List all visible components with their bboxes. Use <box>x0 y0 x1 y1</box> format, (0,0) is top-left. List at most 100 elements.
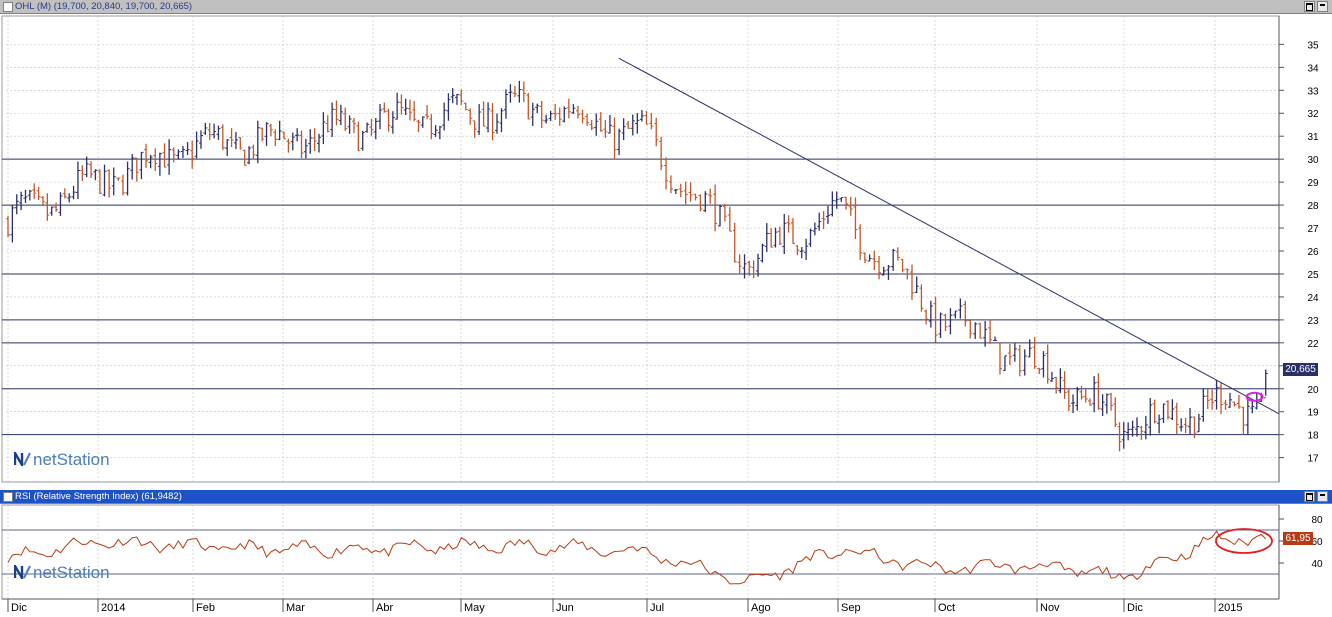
x-axis-tick-label: Abr <box>376 602 393 614</box>
pane-menu-icon[interactable] <box>3 2 13 12</box>
ohlc-bar <box>1227 392 1232 408</box>
x-axis-tick-label: Feb <box>196 602 215 614</box>
ohlc-bar <box>395 92 400 120</box>
ohlc-bar <box>858 224 863 260</box>
rsi-pane-title: RSI (Relative Strength Index) (61,9482) <box>15 491 182 502</box>
ohlc-bar <box>983 320 988 347</box>
ohlc-bar <box>312 128 317 152</box>
ohlc-bar <box>153 148 158 172</box>
ohlc-bar <box>356 121 361 152</box>
ohlc-bar <box>617 128 622 155</box>
ohlc-bar <box>713 184 718 232</box>
ohlc-bar <box>6 215 10 238</box>
ohlc-bar <box>412 101 417 122</box>
x-axis-tick-label: Jul <box>650 602 664 614</box>
ohlc-bar <box>639 110 644 122</box>
rsi-minimize-pane-icon[interactable] <box>1317 491 1328 502</box>
ohlc-bar <box>848 196 853 216</box>
ohlc-bar <box>1210 389 1215 410</box>
rsi-pane-menu-icon[interactable] <box>3 492 13 502</box>
ohlc-bar <box>75 161 80 199</box>
rsi-maximize-pane-icon[interactable] <box>1304 491 1315 502</box>
ohlc-bar <box>14 194 19 215</box>
ohlc-bar <box>760 243 765 263</box>
ohlc-bar <box>1179 418 1184 432</box>
ohlc-bar <box>1096 373 1101 410</box>
ohlc-bar <box>943 313 948 332</box>
ohlc-bar <box>535 103 540 114</box>
ohlc-bar <box>924 309 929 325</box>
ohlc-bar <box>373 117 378 140</box>
ohlc-bar <box>1139 425 1144 441</box>
ohlc-bar <box>777 226 782 246</box>
ohlc-bar <box>1196 413 1201 433</box>
ohlc-bar <box>308 129 313 154</box>
ohlc-bar <box>220 124 225 151</box>
price-y-tick-label: 26 <box>1307 247 1319 258</box>
price-y-tick-label: 32 <box>1307 109 1319 120</box>
ohlc-bar <box>290 132 295 151</box>
ohlc-bar <box>872 250 877 270</box>
ohlc-bar <box>791 218 795 245</box>
minimize-pane-icon[interactable] <box>1317 1 1328 12</box>
ohlc-bar <box>148 154 153 169</box>
ohlc-bar <box>963 300 968 327</box>
price-y-tick-label: 29 <box>1307 178 1319 189</box>
ohlc-bar <box>58 192 63 216</box>
ohlc-bar <box>512 85 517 98</box>
ohlc-bar <box>914 276 919 294</box>
ohlc-bar <box>343 107 348 131</box>
price-y-tick-label: 20 <box>1307 385 1319 396</box>
ohlc-bar <box>468 108 473 125</box>
ohlc-bar <box>264 122 269 146</box>
ohlc-bar <box>425 105 430 120</box>
ohlc-bar <box>938 312 943 338</box>
ohlc-bar <box>747 260 752 276</box>
ohlc-bar <box>508 84 513 103</box>
price-y-tick-label: 28 <box>1307 201 1319 212</box>
ohlc-bar <box>216 125 221 140</box>
ohlc-bar <box>1174 402 1179 435</box>
price-y-tick-label: 35 <box>1307 40 1319 51</box>
ohlc-bar <box>1071 394 1076 414</box>
ohlc-bar <box>678 183 683 198</box>
ohlc-bar <box>732 222 737 263</box>
ohlc-bar <box>808 228 813 247</box>
ohlc-bar <box>36 187 41 201</box>
ohlc-bar <box>162 143 167 168</box>
ohlc-bar <box>62 188 67 199</box>
ohlc-bar <box>769 228 774 248</box>
maximize-pane-icon[interactable] <box>1304 1 1315 12</box>
ohlc-bar <box>1188 407 1193 435</box>
ohlc-bar <box>553 103 558 120</box>
ohlc-bar <box>238 137 243 150</box>
ohlc-bar <box>416 119 421 133</box>
ohlc-bar <box>630 114 635 136</box>
ohlc-bar <box>1161 403 1166 423</box>
ohlc-bar <box>134 157 139 182</box>
ohlc-bar <box>321 112 326 145</box>
ohlc-bar <box>167 139 172 175</box>
ohlc-bar <box>1037 367 1042 374</box>
ohlc-bar <box>1126 422 1131 441</box>
ohlc-bar <box>369 118 374 136</box>
ohlc-bar <box>1007 343 1012 366</box>
x-axis-tick-label: Nov <box>1040 602 1060 614</box>
x-axis-tick-label: 2015 <box>1218 602 1242 614</box>
ohlc-bar <box>260 127 265 142</box>
downtrend-line <box>618 57 1280 415</box>
ohlc-bar <box>116 177 121 181</box>
ohlc-bar <box>1214 380 1219 410</box>
ohlc-bar <box>472 120 477 138</box>
ohlc-bar <box>251 144 256 160</box>
x-axis-tick-label: 2014 <box>101 602 125 614</box>
ohlc-bar <box>446 93 451 121</box>
price-y-tick-label: 22 <box>1307 339 1319 350</box>
ohlc-bar <box>1201 388 1206 422</box>
ohlc-bar <box>1170 399 1175 420</box>
ohlc-bar <box>171 147 176 163</box>
ohlc-bar <box>742 254 747 279</box>
ohlc-bar <box>905 268 910 280</box>
ohlc-bar <box>575 105 580 119</box>
ohlc-bar <box>378 104 383 130</box>
